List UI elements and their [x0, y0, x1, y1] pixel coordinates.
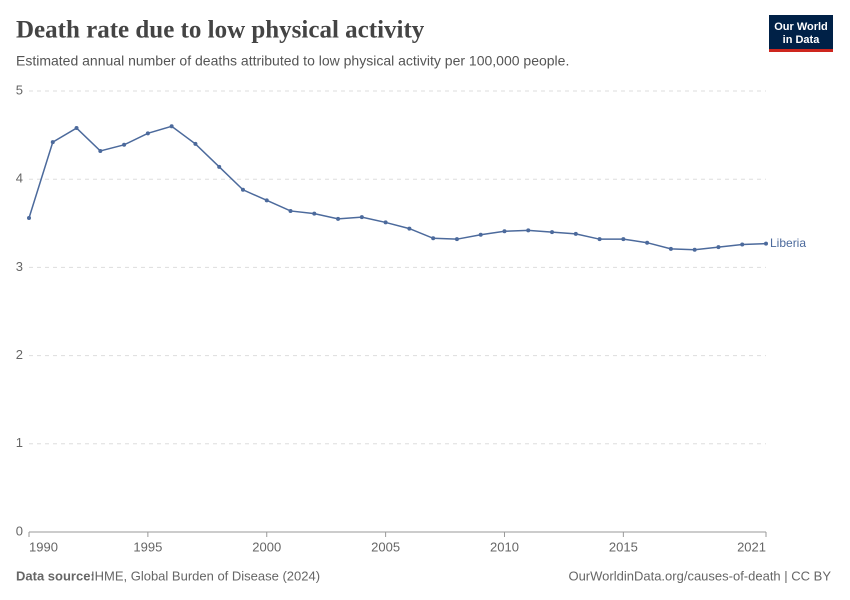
- data-point: [312, 211, 317, 216]
- data-point: [621, 237, 626, 242]
- y-tick-label: 4: [16, 171, 23, 186]
- data-point: [454, 237, 459, 242]
- data-point: [526, 228, 531, 233]
- data-point: [193, 141, 198, 146]
- series-line: [28, 125, 767, 251]
- data-point: [668, 246, 673, 251]
- data-point: [74, 126, 79, 131]
- data-point: [122, 142, 127, 147]
- y-tick-label: 2: [16, 347, 23, 362]
- data-point: [288, 208, 293, 213]
- x-tick-label: 2010: [490, 539, 519, 554]
- data-point: [240, 187, 245, 192]
- data-point: [597, 237, 602, 242]
- data-point: [716, 245, 721, 250]
- x-tick-label: 2015: [609, 539, 638, 554]
- logo-text: Our World: [774, 21, 828, 33]
- data-point: [98, 148, 103, 153]
- x-tick-label: 2005: [371, 539, 400, 554]
- data-point: [217, 164, 222, 169]
- y-tick-label: 5: [16, 82, 23, 97]
- chart-title: Death rate due to low physical activity: [16, 17, 425, 44]
- data-point: [383, 220, 388, 225]
- data-point: [264, 198, 269, 203]
- logo[interactable]: Our World in Data: [769, 15, 833, 52]
- x-tick-label: 2000: [252, 539, 281, 554]
- logo-box: [769, 15, 833, 52]
- data-point: [502, 229, 507, 234]
- footer-link[interactable]: OurWorldinData.org/causes-of-death | CC …: [568, 568, 831, 583]
- y-tick-label: 0: [16, 523, 23, 538]
- data-point: [336, 216, 341, 221]
- x-tick-label: 1990: [29, 539, 58, 554]
- data-point: [407, 226, 412, 231]
- y-tick-label: 1: [16, 435, 23, 450]
- data-point: [692, 247, 697, 252]
- data-point: [764, 241, 768, 246]
- data-point: [431, 236, 436, 241]
- chart-subtitle: Estimated annual number of deaths attrib…: [16, 53, 569, 69]
- x-tick-label: 1995: [133, 539, 162, 554]
- data-point: [359, 215, 364, 220]
- source: IHME, Global Burden of Disease (2024): [91, 568, 320, 583]
- series-label: Liberia: [770, 236, 806, 250]
- y-tick-label: 3: [16, 259, 23, 274]
- data-point: [645, 240, 650, 245]
- source-label: Data source:: [16, 568, 95, 583]
- data-point: [169, 124, 174, 129]
- x-tick-label: 2021: [737, 539, 766, 554]
- logo-bar: [769, 49, 833, 52]
- data-point: [478, 232, 483, 237]
- data-point: [145, 131, 150, 136]
- data-point: [550, 230, 555, 235]
- data-point: [27, 216, 31, 221]
- logo-text: in Data: [783, 34, 821, 46]
- data-point: [50, 140, 55, 145]
- data-point: [740, 242, 745, 247]
- data-point: [573, 231, 578, 236]
